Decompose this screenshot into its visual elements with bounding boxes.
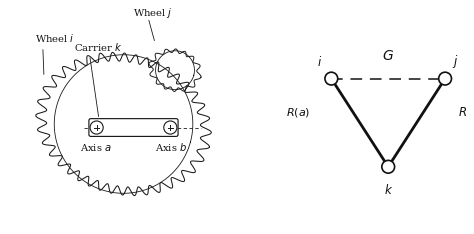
Text: Wheel $j$: Wheel $j$ bbox=[133, 6, 173, 20]
Text: $R(a)$: $R(a)$ bbox=[286, 106, 311, 119]
Text: $R$: $R$ bbox=[457, 106, 467, 119]
Text: $G$: $G$ bbox=[382, 49, 394, 63]
Circle shape bbox=[382, 160, 394, 173]
Circle shape bbox=[90, 121, 103, 134]
Text: Carrier $k$: Carrier $k$ bbox=[74, 41, 123, 54]
Circle shape bbox=[325, 72, 337, 85]
Circle shape bbox=[164, 121, 177, 134]
Circle shape bbox=[439, 72, 451, 85]
Text: $k$: $k$ bbox=[383, 183, 393, 197]
Text: $i$: $i$ bbox=[318, 55, 322, 69]
Text: Axis $b$: Axis $b$ bbox=[155, 141, 187, 153]
Text: Axis $a$: Axis $a$ bbox=[80, 142, 112, 153]
Text: $j$: $j$ bbox=[452, 53, 458, 70]
Text: Wheel $i$: Wheel $i$ bbox=[35, 32, 74, 44]
FancyBboxPatch shape bbox=[89, 119, 178, 136]
